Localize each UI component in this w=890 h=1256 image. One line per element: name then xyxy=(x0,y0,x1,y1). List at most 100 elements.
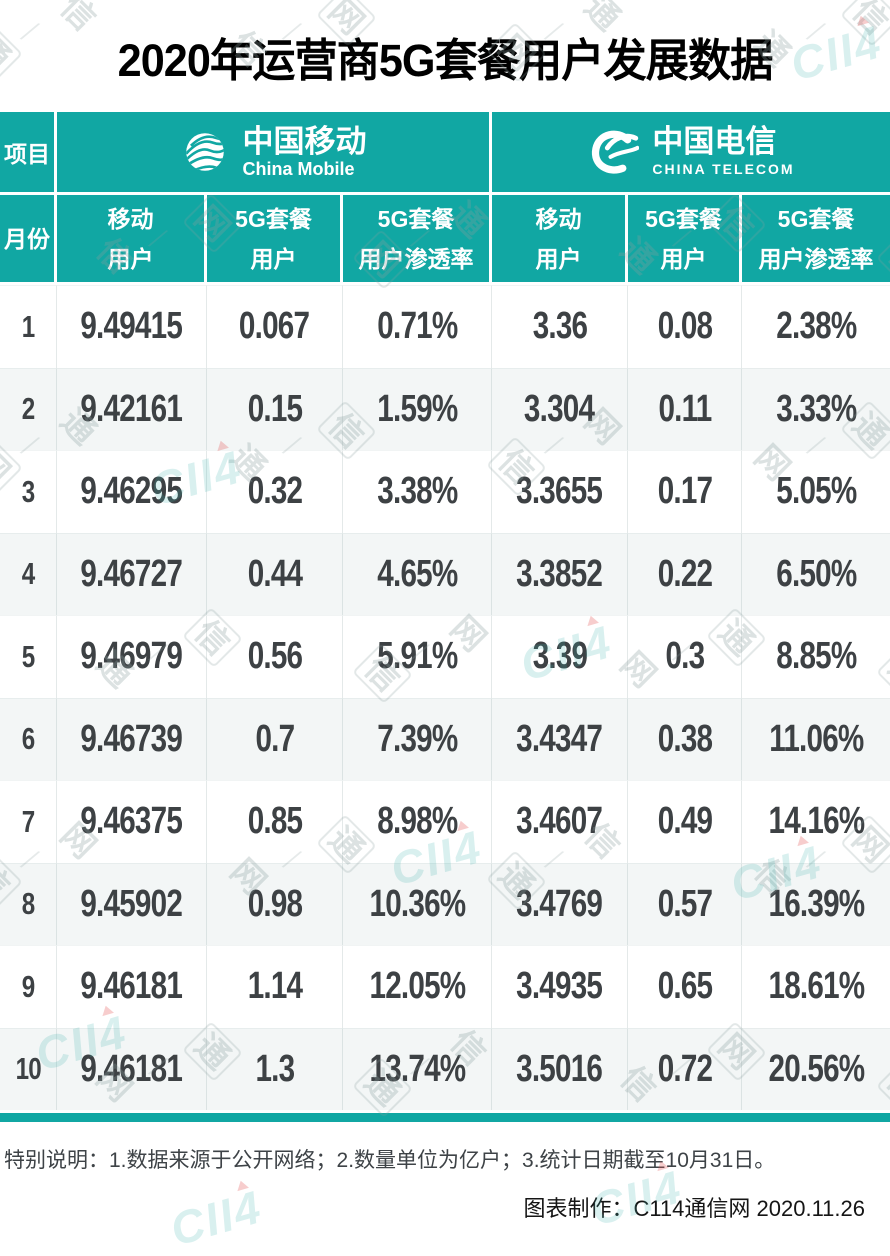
month-cell: 4 xyxy=(0,532,57,615)
item-label: 项目 xyxy=(4,141,50,167)
value-cell: 0.7 xyxy=(207,697,343,780)
month-cell: 5 xyxy=(0,615,57,698)
col-header-mobile-5g: 5G套餐 用户 xyxy=(207,195,343,285)
value-cell: 7.39% xyxy=(343,697,492,780)
month-cell: 9 xyxy=(0,945,57,1028)
value-cell: 14.16% xyxy=(742,780,890,863)
value-cell: 0.98 xyxy=(207,862,343,945)
value-cell: 0.65 xyxy=(628,945,742,1028)
month-cell: 1 xyxy=(0,285,57,368)
value-cell: 3.3655 xyxy=(492,450,628,533)
china-telecom-name-en: CHINA TELECOM xyxy=(652,161,795,177)
month-label: 月份 xyxy=(4,225,50,252)
table-row: 1 9.49415 0.067 0.71% 3.36 0.08 2.38% xyxy=(0,285,890,368)
value-cell: 0.71% xyxy=(343,285,492,368)
col-header-telecom-5g: 5G套餐 用户 xyxy=(628,195,742,285)
value-cell: 3.304 xyxy=(492,367,628,450)
table-body: 1 9.49415 0.067 0.71% 3.36 0.08 2.38% 2 9.42161 0… xyxy=(0,285,890,1110)
month-cell: 8 xyxy=(0,862,57,945)
table-row: 10 9.46181 1.3 13.74% 3.5016 0.72 20.56% xyxy=(0,1027,890,1111)
value-cell: 12.05% xyxy=(343,945,492,1028)
value-cell: 4.65% xyxy=(343,532,492,615)
col-header-mobile-users: 移动 用户 xyxy=(57,195,207,285)
footer: 特别说明：1.数据来源于公开网络；2.数量单位为亿户；3.统计日期截至10月31… xyxy=(0,1122,890,1223)
value-cell: 5.05% xyxy=(742,450,890,533)
value-cell: 10.36% xyxy=(343,862,492,945)
value-cell: 9.46181 xyxy=(57,1027,207,1110)
value-cell: 18.61% xyxy=(742,945,890,1028)
table-row: 8 9.45902 0.98 10.36% 3.4769 0.57 16.39% xyxy=(0,862,890,946)
value-cell: 16.39% xyxy=(742,862,890,946)
value-cell: 9.42161 xyxy=(57,367,207,450)
month-cell: 6 xyxy=(0,697,57,780)
value-cell: 3.33% xyxy=(742,367,890,451)
value-cell: 11.06% xyxy=(742,697,890,781)
china-mobile-logo: 中国移动 China Mobile xyxy=(180,125,367,179)
value-cell: 3.39 xyxy=(492,615,628,698)
col-header-mobile-penetration: 5G套餐 用户渗透率 xyxy=(343,195,492,285)
bottom-accent-bar xyxy=(0,1113,890,1122)
china-telecom-header-cell: 中国电信 CHINA TELECOM xyxy=(492,112,890,195)
table-row: 2 9.42161 0.15 1.59% 3.304 0.11 3.33% xyxy=(0,367,890,451)
value-cell: 3.4347 xyxy=(492,697,628,780)
table-row: 9 9.46181 1.14 12.05% 3.4935 0.65 18.61% xyxy=(0,945,890,1028)
value-cell: 9.45902 xyxy=(57,862,207,945)
col-header-telecom-penetration: 5G套餐 用户渗透率 xyxy=(742,195,890,285)
table-row: 7 9.46375 0.85 8.98% 3.4607 0.49 14.16% xyxy=(0,780,890,863)
credit-line: 图表制作：C114通信网 2020.11.26 xyxy=(523,1196,865,1221)
value-cell: 3.36 xyxy=(492,285,628,368)
month-cell: 10 xyxy=(0,1027,57,1110)
value-cell: 0.15 xyxy=(207,367,343,450)
header-item-cell: 项目 xyxy=(0,112,57,195)
data-table: 项目 中国 xyxy=(0,112,890,1110)
value-cell: 2.38% xyxy=(742,285,890,368)
china-mobile-header-cell: 中国移动 China Mobile xyxy=(57,112,492,195)
value-cell: 0.08 xyxy=(628,285,742,368)
china-telecom-logo: 中国电信 CHINA TELECOM xyxy=(587,125,794,179)
china-mobile-name-cn: 中国移动 xyxy=(242,124,367,159)
value-cell: 13.74% xyxy=(343,1027,492,1110)
value-cell: 0.57 xyxy=(628,862,742,945)
value-cell: 8.85% xyxy=(742,615,890,698)
value-cell: 6.50% xyxy=(742,532,890,616)
header-month-cell: 月份 xyxy=(0,195,57,285)
table-row: 5 9.46979 0.56 5.91% 3.39 0.3 8.85% xyxy=(0,615,890,698)
value-cell: 9.46979 xyxy=(57,615,207,698)
value-cell: 9.46181 xyxy=(57,945,207,1028)
footnote: 特别说明：1.数据来源于公开网络；2.数量单位为亿户；3.统计日期截至10月31… xyxy=(4,1149,776,1172)
value-cell: 1.14 xyxy=(207,945,343,1028)
value-cell: 3.4607 xyxy=(492,780,628,863)
table-row: 6 9.46739 0.7 7.39% 3.4347 0.38 11.06% xyxy=(0,697,890,781)
value-cell: 0.22 xyxy=(628,532,742,615)
value-cell: 0.85 xyxy=(207,780,343,863)
value-cell: 5.91% xyxy=(343,615,492,698)
table-row: 3 9.46295 0.32 3.38% 3.3655 0.17 5.05% xyxy=(0,450,890,533)
china-telecom-name-cn: 中国电信 xyxy=(652,124,777,159)
value-cell: 0.3 xyxy=(628,615,742,698)
value-cell: 3.5016 xyxy=(492,1027,628,1110)
value-cell: 9.49415 xyxy=(57,285,207,368)
value-cell: 0.44 xyxy=(207,532,343,615)
value-cell: 0.17 xyxy=(628,450,742,533)
value-cell: 9.46295 xyxy=(57,450,207,533)
column-header-row: 月份 移动 用户 5G套餐 用户 5G套餐 用户渗透率 移动 用户 5G套餐 用… xyxy=(0,195,890,285)
value-cell: 9.46739 xyxy=(57,697,207,780)
china-mobile-logo-icon xyxy=(185,133,224,171)
value-cell: 3.4769 xyxy=(492,862,628,945)
value-cell: 1.3 xyxy=(207,1027,343,1110)
value-cell: 3.4935 xyxy=(492,945,628,1028)
value-cell: 20.56% xyxy=(742,1027,890,1111)
value-cell: 0.067 xyxy=(207,285,343,368)
value-cell: 9.46727 xyxy=(57,532,207,615)
value-cell: 9.46375 xyxy=(57,780,207,863)
month-cell: 3 xyxy=(0,450,57,533)
value-cell: 0.38 xyxy=(628,697,742,780)
china-mobile-name-en: China Mobile xyxy=(242,159,355,179)
col-header-telecom-users: 移动 用户 xyxy=(492,195,628,285)
page-title: 2020年运营商5G套餐用户发展数据 xyxy=(117,34,774,86)
value-cell: 0.72 xyxy=(628,1027,742,1110)
china-telecom-logo-icon xyxy=(592,130,640,174)
value-cell: 0.11 xyxy=(628,367,742,450)
title-bar: 2020年运营商5G套餐用户发展数据 xyxy=(0,0,890,112)
